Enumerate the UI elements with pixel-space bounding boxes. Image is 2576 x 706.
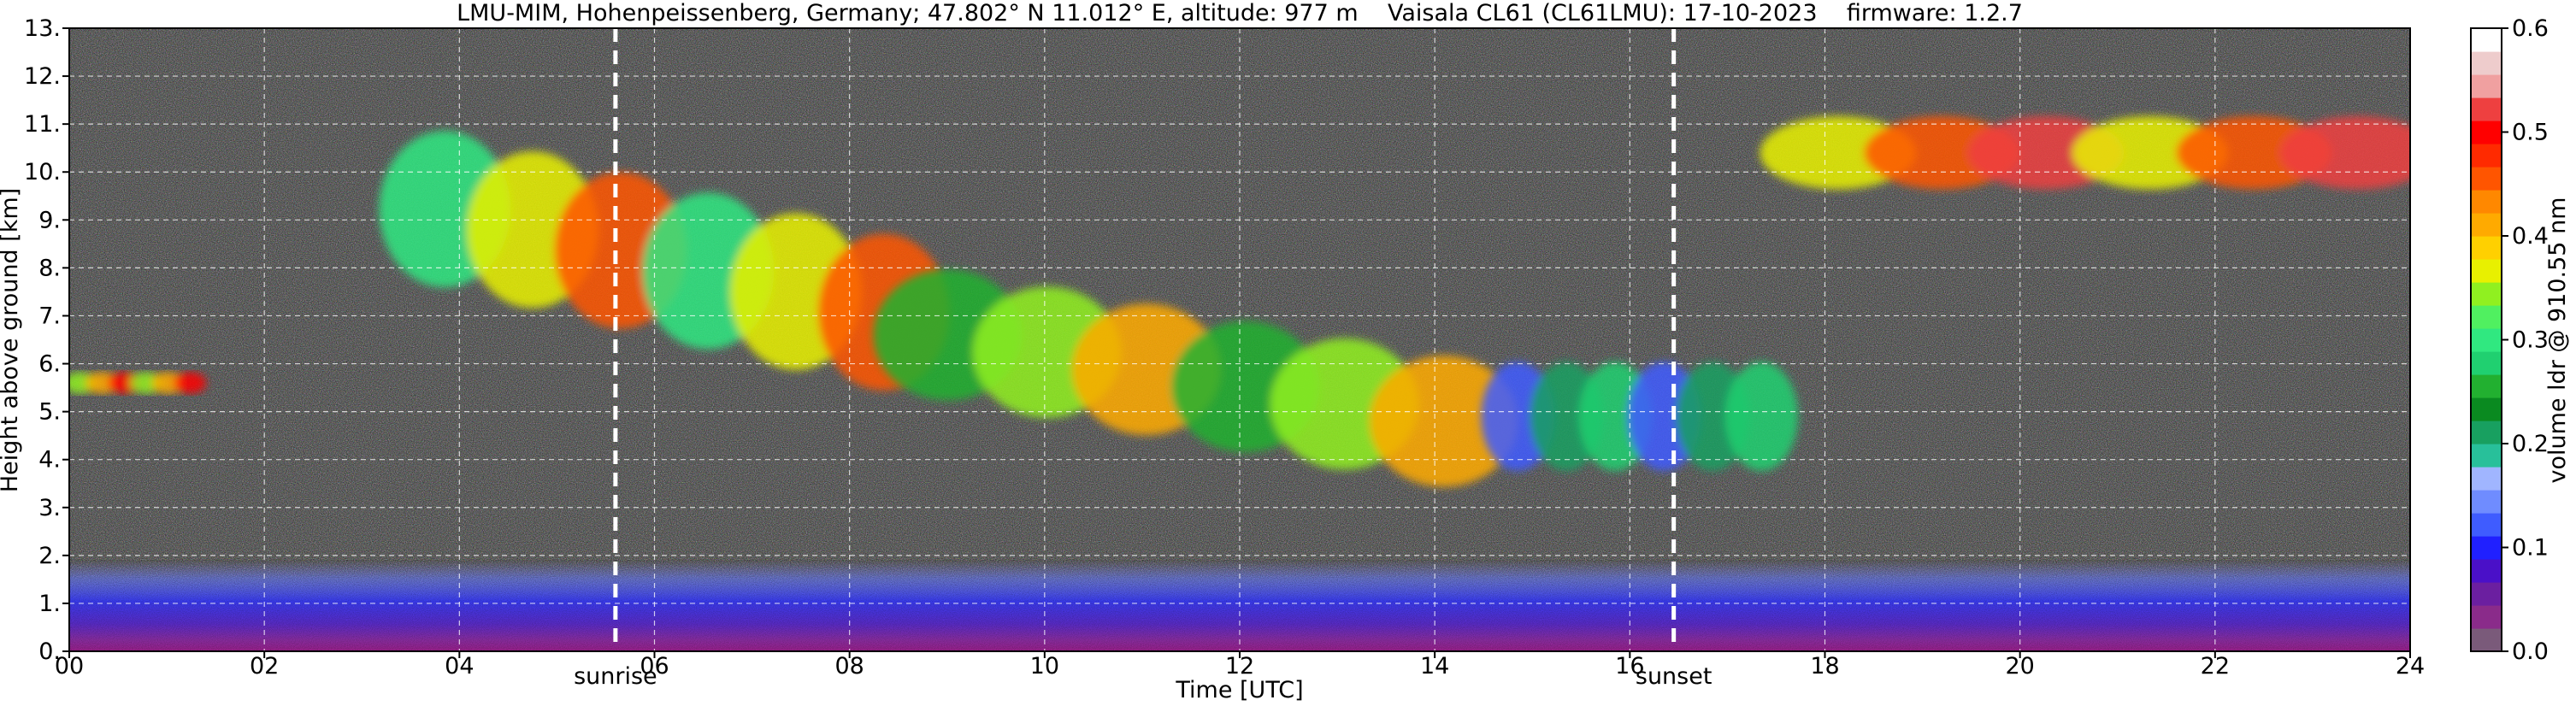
y-tick-label: 10. [24,159,61,185]
y-axis-label: Height above ground [km] [0,188,23,492]
y-axis-ticks: 0. 1. 2. 3. 4. 5. 6. 7. 8. 9. 10. 11. 12. 13. [24,15,69,665]
colorbar-segment [2471,121,2502,144]
y-tick-label: 12. [24,63,61,90]
feature-mixed-phase-layer [1481,362,1799,472]
y-tick-label: 7. [38,303,61,329]
colorbar-segment [2471,74,2502,98]
colorbar-segment [2471,167,2502,191]
x-tick-label: 12 [1225,653,1254,680]
colorbar-segment [2471,605,2502,629]
y-tick-label: 2. [38,543,61,569]
colorbar-segment [2471,28,2502,52]
colorbar-segment [2471,97,2502,121]
colorbar-segment [2471,51,2502,75]
x-tick-label: 14 [1420,653,1449,680]
event-label-sunset: sunset [1636,663,1712,690]
colorbar-segment [2471,397,2502,421]
feature-patch [1369,356,1518,487]
x-tick-label: 16 [1615,653,1644,680]
y-tick-label: 11. [24,111,61,138]
colorbar-segment [2471,374,2502,398]
feature-patch [2279,116,2410,190]
colorbar-tick-label: 0.1 [2512,535,2549,562]
colorbar-tick-label: 0.3 [2512,327,2549,354]
colorbar-segment [2471,351,2502,375]
y-tick-label: 0. [38,638,61,665]
x-tick-label: 00 [55,653,84,680]
y-tick-label: 3. [38,495,61,521]
x-tick-label: 08 [834,653,864,680]
colorbar-tick-label: 0.5 [2512,120,2549,146]
event-lines [613,28,1677,651]
y-tick-label: 5. [38,399,61,426]
y-tick-label: 4. [38,447,61,474]
feature-patch [1724,362,1799,472]
x-tick-label: 10 [1030,653,1059,680]
y-tick-label: 8. [38,255,61,281]
colorbar-segment [2471,236,2502,260]
y-tick-label: 9. [38,207,61,233]
colorbar-label: volume ldr @ 910.55 nm [2544,197,2571,484]
event-label-sunrise: sunrise [574,663,657,690]
colorbar-segment [2471,328,2502,352]
feature-high-cirrus [1760,116,2410,190]
colorbar-segment [2471,559,2502,583]
colorbar-segment [2471,259,2502,283]
x-tick-label: 20 [2005,653,2034,680]
colorbar-tick-label: 0.2 [2512,431,2549,457]
colorbar-segment [2471,421,2502,444]
feature-patch [173,372,207,394]
chart-title: LMU-MIM, Hohenpeissenberg, Germany; 47.8… [457,0,2023,26]
x-tick-label: 06 [640,653,669,680]
grid-lines [69,28,2410,651]
x-tick-label: 22 [2201,653,2230,680]
x-tick-label: 04 [445,653,474,680]
y-tick-label: 13. [24,15,61,42]
colorbar-ticks: 0.0 0.1 0.2 0.3 0.4 0.5 0.6 [2502,15,2549,665]
colorbar-segment [2471,490,2502,514]
y-tick-label: 1. [38,591,61,617]
x-axis-ticks: 00 02 04 06 08 10 12 14 16 18 20 22 24 [55,651,2425,680]
colorbar-segment [2471,582,2502,606]
x-tick-label: 02 [250,653,279,680]
colorbar-tick-label: 0.6 [2512,15,2549,42]
colorbar-segment [2471,144,2502,168]
colorbar-segment [2471,513,2502,537]
colorbar-segment [2471,444,2502,468]
colorbar-segment [2471,282,2502,306]
y-tick-label: 6. [38,351,61,378]
colorbar-tick-label: 0.4 [2512,223,2549,250]
feature-low-cloud-layer [69,372,207,394]
colorbar-segment [2471,190,2502,214]
feature-descending-ice-cloud [873,269,1518,487]
colorbar [2471,28,2502,652]
colorbar-segment [2471,305,2502,329]
colorbar-segment [2471,536,2502,560]
colorbar-segment [2471,467,2502,491]
colorbar-segment [2471,628,2502,652]
x-tick-label: 24 [2396,653,2425,680]
x-axis-label: Time [UTC] [1175,677,1303,703]
event-labels: sunrise sunset [574,663,1712,690]
plot-area [69,28,2410,651]
colorbar-segment [2471,213,2502,237]
colorbar-tick-label: 0.0 [2512,638,2549,665]
x-tick-label: 18 [1810,653,1839,680]
